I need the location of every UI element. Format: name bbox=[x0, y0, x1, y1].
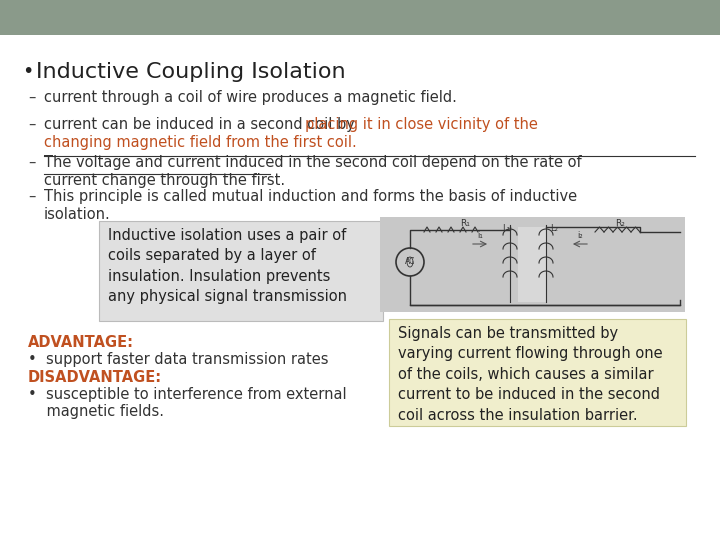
Text: •  support faster data transmission rates: • support faster data transmission rates bbox=[28, 352, 328, 367]
Text: current through a coil of wire produces a magnetic field.: current through a coil of wire produces … bbox=[44, 90, 457, 105]
Text: R₂: R₂ bbox=[615, 219, 625, 228]
Text: DISADVANTAGE:: DISADVANTAGE: bbox=[28, 370, 162, 385]
Text: L₁: L₁ bbox=[502, 224, 510, 233]
Text: •  susceptible to interference from external: • susceptible to interference from exter… bbox=[28, 387, 346, 402]
Text: Signals can be transmitted by
varying current flowing through one
of the coils, : Signals can be transmitted by varying cu… bbox=[398, 326, 662, 423]
Bar bbox=[518, 227, 546, 302]
Text: magnetic fields.: magnetic fields. bbox=[28, 404, 164, 419]
Text: changing magnetic field from the first coil.: changing magnetic field from the first c… bbox=[44, 135, 356, 150]
Text: placing it in close vicinity of the: placing it in close vicinity of the bbox=[305, 117, 538, 132]
Text: isolation.: isolation. bbox=[44, 207, 111, 222]
Text: current change through the first.: current change through the first. bbox=[44, 173, 285, 188]
Text: Inductive isolation uses a pair of
coils separated by a layer of
insulation. Ins: Inductive isolation uses a pair of coils… bbox=[108, 228, 347, 304]
Bar bbox=[0, 0, 720, 35]
FancyBboxPatch shape bbox=[389, 319, 686, 426]
Text: i₁: i₁ bbox=[477, 231, 483, 240]
Text: ADVANTAGE:: ADVANTAGE: bbox=[28, 335, 134, 350]
Text: –: – bbox=[28, 90, 35, 105]
Text: –: – bbox=[28, 117, 35, 132]
Text: •: • bbox=[22, 62, 33, 81]
FancyBboxPatch shape bbox=[99, 221, 383, 321]
Text: L₂: L₂ bbox=[550, 224, 558, 233]
Text: –: – bbox=[28, 189, 35, 204]
Text: This principle is called mutual induction and forms the basis of inductive: This principle is called mutual inductio… bbox=[44, 189, 577, 204]
Text: The voltage and current induced in the second coil depend on the rate of: The voltage and current induced in the s… bbox=[44, 155, 582, 170]
Text: current can be induced in a second coil by: current can be induced in a second coil … bbox=[44, 117, 359, 132]
Text: R₁: R₁ bbox=[460, 219, 470, 228]
Text: i₂: i₂ bbox=[577, 231, 582, 240]
Text: –: – bbox=[28, 155, 35, 170]
Bar bbox=[380, 217, 685, 312]
Text: Inductive Coupling Isolation: Inductive Coupling Isolation bbox=[36, 62, 346, 82]
Text: AC: AC bbox=[405, 258, 415, 267]
